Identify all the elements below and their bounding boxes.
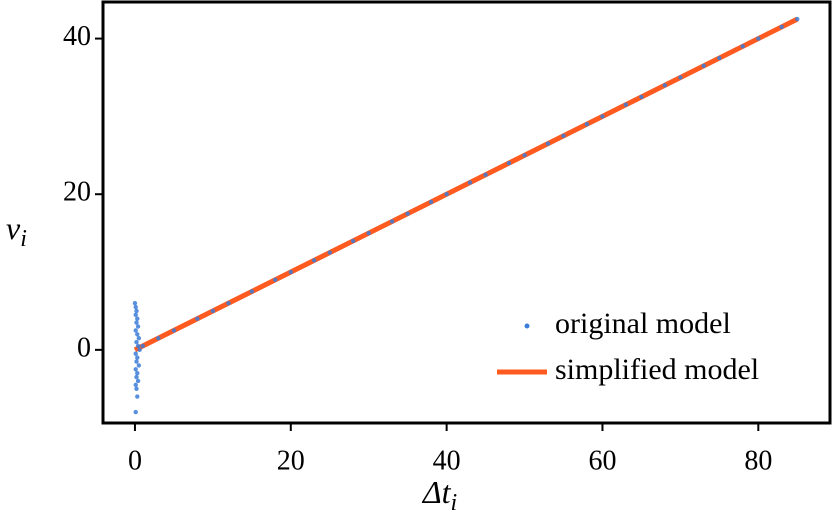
point [678,75,683,80]
point [623,102,629,107]
point [134,359,139,364]
point [134,374,139,380]
point [132,300,138,306]
x-tick-label: 0 [128,445,142,476]
x-tick-label: 80 [744,445,772,476]
point [136,335,142,341]
point [134,320,139,325]
point [405,211,410,216]
point [134,308,139,314]
y-axis-label: vi [6,210,27,251]
point [133,304,138,310]
point [134,339,139,345]
point [639,94,644,100]
point [135,378,141,384]
point [133,382,138,388]
x-tick-label: 40 [433,445,461,476]
point [444,192,449,197]
point [795,16,800,22]
x-axis-label: Δti [421,474,457,515]
point [389,219,395,224]
point [756,36,761,41]
point [133,312,138,318]
point [350,238,356,244]
point [136,363,142,368]
point [740,44,745,49]
point [133,367,138,372]
legend-swatch [524,323,530,329]
point [133,409,138,415]
point [288,269,293,275]
point [226,300,231,306]
y-tick-label: 0 [77,332,91,363]
point [545,141,551,146]
point [171,328,177,333]
y-tick-label: 40 [63,21,91,52]
point [662,83,668,88]
y-axis-label-main: v [6,210,21,246]
y-axis-label-subscript: i [20,226,27,252]
x-tick-label: 60 [588,445,616,476]
point [273,277,278,283]
point [311,258,317,263]
point [140,343,145,349]
point [135,394,140,399]
point [133,351,138,356]
point [137,347,142,353]
y-tick-label: 20 [63,177,91,208]
point [483,172,488,177]
legend-label: simplified model [555,353,759,386]
point [210,308,216,314]
legend-label: original model [555,307,731,340]
point [600,114,605,119]
x-axis-label-main: Δt [421,474,452,510]
point [135,324,141,329]
point [134,386,139,391]
point [366,230,371,236]
point [156,335,161,341]
point [249,289,255,294]
point [779,24,784,30]
line [133,16,799,353]
point [195,316,200,321]
plot-frame [101,0,832,425]
point [327,250,332,255]
point [135,370,140,376]
point [135,355,140,360]
point [506,160,512,166]
x-tick-label: 20 [277,445,305,476]
point [561,133,566,139]
point [135,316,140,321]
point [701,63,706,69]
point [522,153,527,158]
x-axis-label-subscript: i [451,490,458,516]
point [135,343,141,349]
point [584,121,590,127]
point [467,180,473,185]
point [428,199,434,205]
point [717,55,722,61]
point [133,328,138,333]
point [135,332,140,337]
